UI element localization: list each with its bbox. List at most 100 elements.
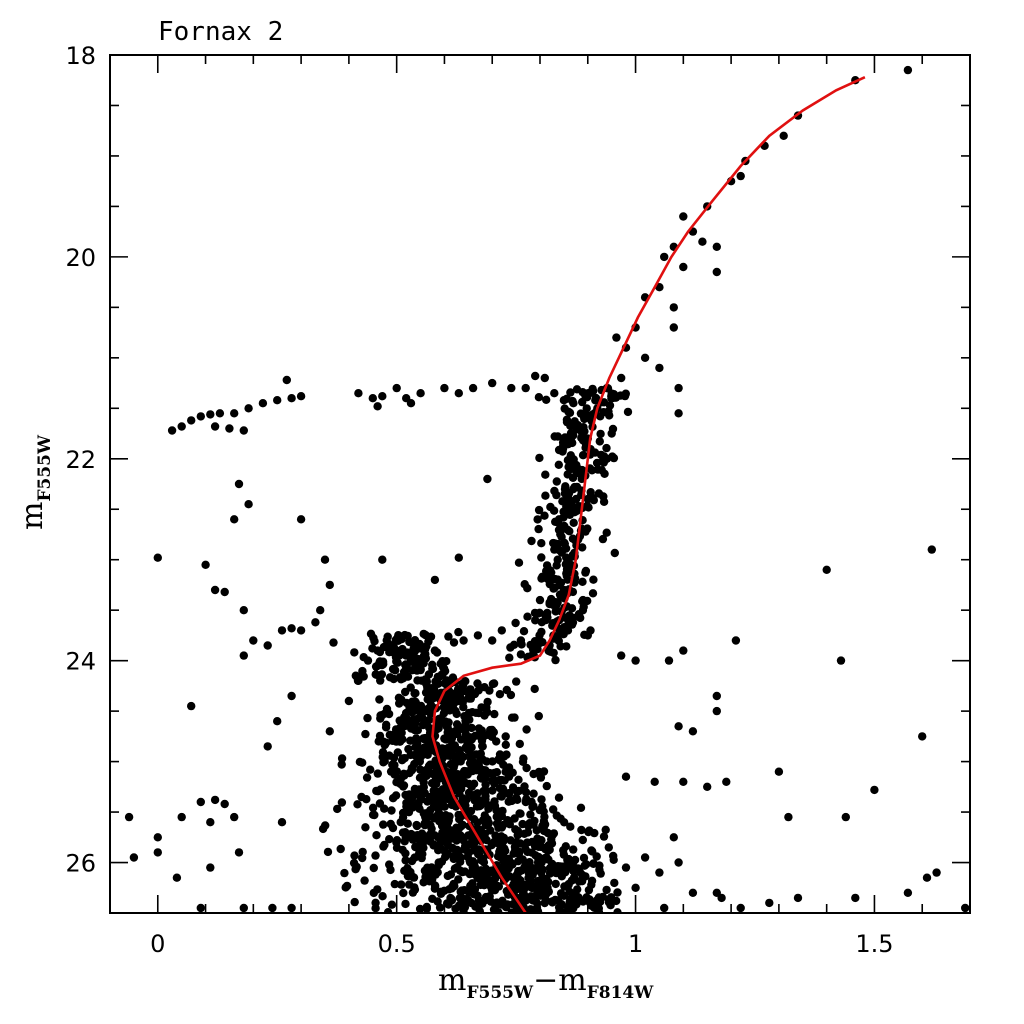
star-point: [352, 862, 361, 872]
star-point: [452, 780, 462, 790]
star-point: [456, 866, 465, 875]
star-point: [436, 889, 446, 898]
star-point: [320, 555, 330, 564]
star-point: [613, 888, 622, 897]
star-point: [578, 595, 588, 605]
star-point: [473, 818, 482, 827]
star-point: [153, 833, 162, 842]
star-point: [470, 870, 479, 879]
x-axis-label: mF555W−mF814W: [438, 963, 654, 1003]
star-point: [350, 648, 359, 657]
star-point: [595, 865, 604, 874]
star-point: [333, 804, 342, 814]
star-point: [531, 616, 540, 625]
star-point: [610, 878, 619, 888]
star-point: [541, 470, 550, 479]
star-point: [523, 838, 532, 847]
star-point: [530, 684, 539, 694]
star-point: [220, 587, 229, 597]
star-point: [679, 262, 688, 272]
star-point: [559, 585, 569, 595]
star-point: [479, 732, 489, 741]
star-point: [153, 848, 162, 857]
star-point: [430, 831, 439, 840]
star-point: [433, 897, 442, 906]
star-point: [464, 888, 474, 897]
star-point: [722, 777, 731, 786]
star-point: [836, 656, 846, 665]
star-point: [454, 553, 463, 562]
star-point: [569, 518, 578, 527]
star-point: [234, 848, 244, 857]
star-point: [453, 770, 462, 779]
star-point: [408, 708, 417, 717]
star-point: [403, 819, 412, 828]
star-point: [602, 443, 611, 453]
y-tick-label: 26: [65, 850, 96, 878]
star-point: [440, 787, 449, 796]
star-point: [495, 690, 505, 699]
star-point: [472, 766, 481, 775]
star-point: [325, 580, 334, 590]
star-point: [258, 399, 268, 408]
star-point: [382, 704, 392, 714]
star-point: [564, 407, 573, 416]
star-point: [623, 407, 633, 417]
star-point: [553, 555, 562, 564]
data-points: [124, 65, 970, 913]
star-point: [390, 729, 400, 739]
star-point: [518, 819, 527, 829]
star-point: [679, 777, 688, 786]
star-point: [610, 548, 619, 558]
star-point: [446, 870, 456, 879]
star-point: [516, 650, 526, 659]
star-point: [406, 750, 415, 760]
star-point: [397, 695, 406, 704]
star-point: [572, 494, 581, 504]
star-point: [473, 631, 483, 640]
star-point: [449, 854, 458, 864]
star-point: [366, 765, 375, 774]
star-point: [537, 539, 546, 548]
star-point: [415, 804, 424, 813]
star-point: [613, 908, 622, 913]
star-point: [688, 727, 698, 736]
star-point: [527, 883, 537, 893]
star-point: [497, 832, 506, 841]
star-point: [537, 795, 546, 804]
star-point: [423, 750, 432, 759]
star-point: [424, 670, 434, 679]
y-tick-label: 20: [65, 244, 96, 272]
star-point: [554, 460, 563, 469]
star-point: [520, 580, 529, 589]
star-point: [321, 821, 330, 830]
star-point: [481, 864, 491, 874]
star-point: [401, 856, 410, 865]
star-point: [401, 899, 410, 909]
star-point: [541, 611, 550, 621]
star-point: [201, 560, 210, 569]
star-point: [379, 758, 388, 767]
star-point: [514, 558, 524, 567]
star-point: [215, 409, 225, 418]
star-point: [489, 868, 498, 878]
star-point: [498, 806, 507, 816]
star-point: [703, 782, 712, 791]
star-point: [568, 866, 578, 875]
star-point: [612, 333, 621, 342]
star-point: [717, 893, 726, 903]
y-tick-label: 18: [65, 42, 96, 70]
star-point: [412, 666, 422, 675]
star-point: [516, 636, 526, 645]
star-point: [569, 845, 578, 854]
star-point: [574, 877, 584, 886]
star-point: [549, 829, 559, 838]
star-point: [609, 453, 619, 463]
star-point: [287, 903, 296, 913]
star-point: [379, 820, 388, 829]
star-point: [538, 638, 547, 647]
star-point: [354, 389, 363, 398]
star-point: [363, 713, 372, 723]
star-point: [580, 427, 589, 436]
star-point: [430, 575, 440, 585]
